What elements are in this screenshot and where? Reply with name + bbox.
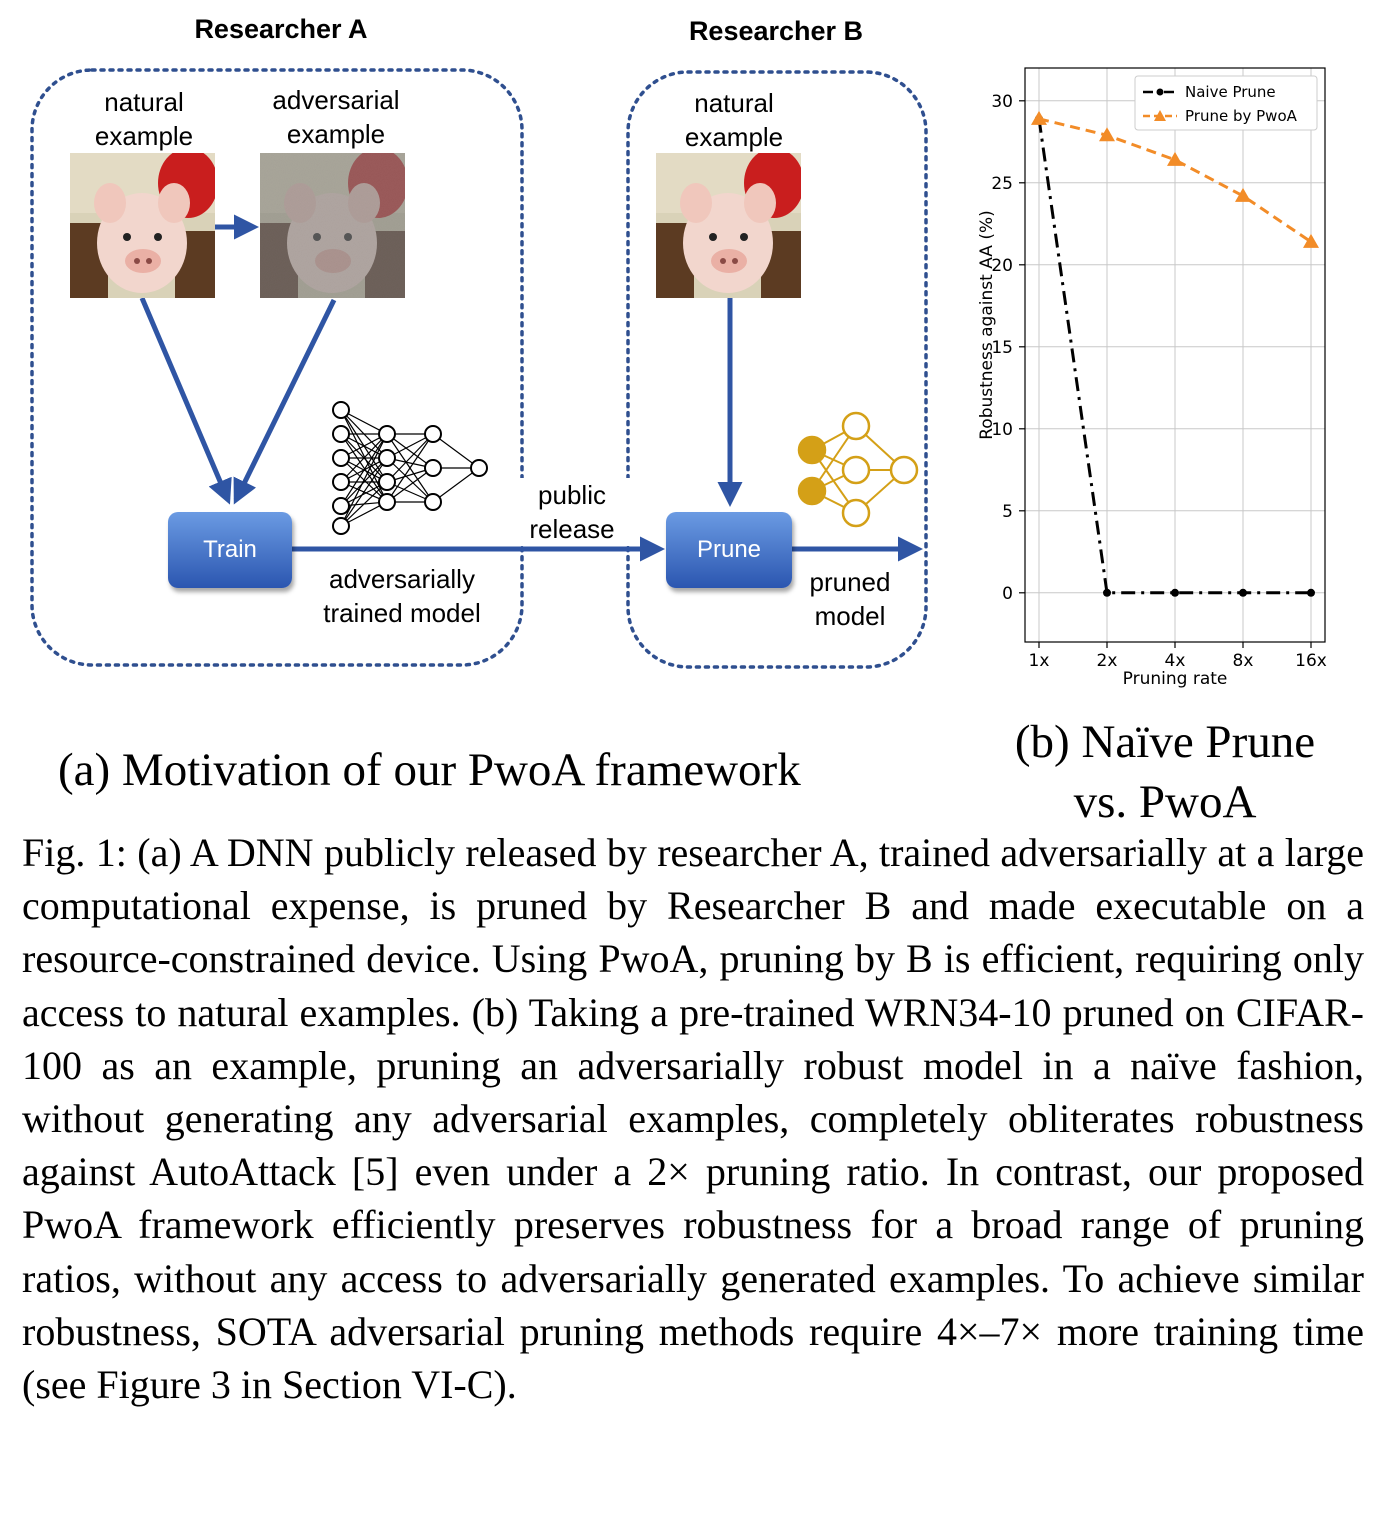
legend-label-0: Naive Prune	[1185, 83, 1276, 101]
series-point-1	[1303, 233, 1319, 248]
nn-node	[378, 449, 396, 467]
y-tick-label: 25	[991, 174, 1013, 194]
y-tick-label: 20	[991, 256, 1013, 276]
a-adversarial-label: adversarial example	[272, 85, 400, 149]
b-natural-label: natural example	[684, 88, 784, 152]
x-tick-label: 2x	[1097, 651, 1118, 671]
nn-node	[332, 517, 350, 535]
legend-box	[1134, 75, 1318, 131]
noisy-pig-photo-icon	[260, 153, 405, 298]
series-point-0	[1171, 588, 1179, 597]
nn-node	[424, 493, 442, 511]
series-point-1	[1167, 151, 1183, 166]
natural-pig-image-a	[70, 153, 215, 298]
series-line-0	[1037, 118, 1311, 595]
series-line-1	[1038, 117, 1312, 244]
y-tick-label: 0	[1002, 584, 1013, 604]
subcaption-b: (b) Naïve Prune vs. PwoA	[1014, 716, 1316, 828]
nn-node	[332, 449, 350, 467]
x-tick-label: 1x	[1029, 651, 1050, 671]
y-tick-label: 15	[991, 338, 1013, 358]
x-ticks: 1x 2x 4x 8x 16x	[1029, 642, 1327, 671]
arrow-adv-to-train	[233, 298, 337, 505]
public-release-label: public release	[512, 478, 632, 546]
y-axis-label: Robustness against AA (%)	[977, 210, 997, 440]
legend-marker-1	[1154, 110, 1166, 121]
nn-node	[424, 459, 442, 477]
nn-node	[332, 401, 350, 419]
pig-photo-icon	[70, 153, 215, 298]
y-tick-label: 10	[991, 420, 1013, 440]
pruned-model-label: pruned model	[809, 567, 891, 631]
nn-node	[424, 425, 442, 443]
train-box: Train	[168, 512, 292, 588]
x-tick-label: 8x	[1233, 651, 1254, 671]
series-point-1	[1235, 187, 1251, 202]
figure-caption: Fig. 1: (a) A DNN publicly released by r…	[22, 830, 1364, 1408]
pruned-network-icon	[797, 411, 919, 528]
x-tick-label: 4x	[1165, 651, 1186, 671]
prune-box: Prune	[666, 512, 792, 588]
diagram-arrows	[30, 68, 928, 669]
nn-node	[332, 473, 350, 491]
natural-pig-image-b	[656, 153, 801, 298]
y-tick-label: 5	[1002, 502, 1013, 522]
robustness-chart: 0 5 10 15 20 25 30 1x 2x 4x 8x 16x Pruning rate Ro…	[977, 67, 1327, 689]
neural-network-icon	[332, 401, 488, 535]
chart-series	[1031, 110, 1319, 597]
chart-legend: Naive Prune Prune by PwoA	[1134, 75, 1318, 131]
researcher-b-title: Researcher B	[688, 16, 864, 46]
adv-trained-model-label: adversarially trained model	[323, 564, 481, 628]
arrow-natural-to-train	[139, 297, 232, 505]
series-point-1	[1031, 110, 1047, 125]
researcher-a-title: Researcher A	[194, 14, 368, 44]
pig-photo-icon-b	[656, 153, 801, 298]
subcaption-a: (a) Motivation of our PwoA framework	[58, 744, 801, 796]
nn-node	[378, 473, 396, 491]
nn-node	[332, 425, 350, 443]
legend-marker-0	[1156, 88, 1164, 96]
series-point-0	[1239, 588, 1247, 597]
x-axis-label: Pruning rate	[1123, 669, 1228, 689]
nn-node	[378, 425, 396, 443]
researcher-b-box	[626, 70, 928, 669]
series-point-0	[1103, 588, 1111, 597]
series-point-1	[1099, 127, 1115, 142]
adversarial-pig-image	[260, 153, 405, 298]
nn-node	[470, 459, 488, 477]
y-ticks: 0 5 10 15 20 25 30	[991, 92, 1025, 604]
a-natural-label: natural example	[94, 87, 194, 151]
y-tick-label: 30	[991, 92, 1013, 112]
nn-node	[332, 497, 350, 515]
legend-label-1: Prune by PwoA	[1185, 107, 1298, 125]
x-tick-label: 16x	[1295, 651, 1327, 671]
series-point-0	[1307, 588, 1315, 597]
researcher-a-box	[30, 68, 524, 667]
nn-node	[378, 493, 396, 511]
